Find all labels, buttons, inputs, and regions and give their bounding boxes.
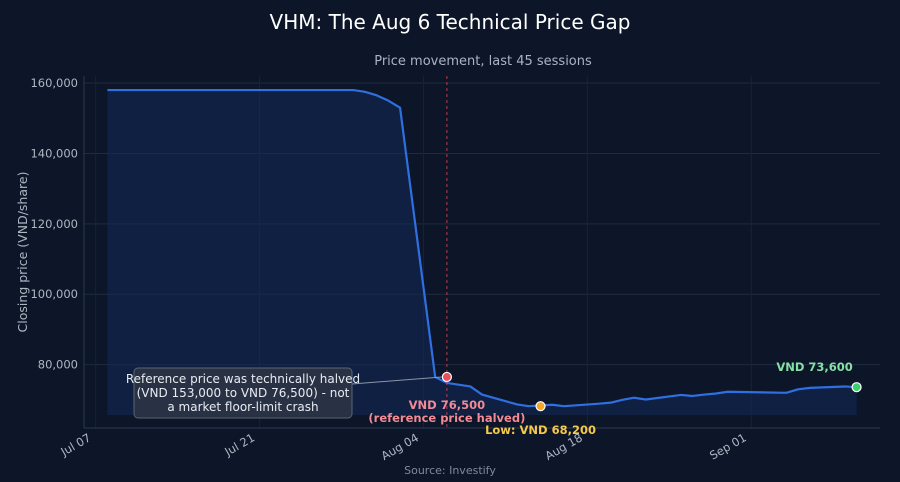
y-tick-label: 140,000 [30, 146, 78, 160]
last-point [851, 382, 862, 393]
y-tick-label: 160,000 [30, 76, 78, 90]
low-annotation: Low: VND 68,200 [485, 423, 596, 437]
low-point [535, 401, 546, 412]
x-tick-label: Jul 07 [57, 430, 93, 459]
x-tick-label: Jul 21 [221, 430, 257, 459]
note-line: a market floor-limit crash [167, 400, 318, 414]
area-fill [107, 90, 857, 415]
chart-subtitle: Price movement, last 45 sessions [374, 54, 592, 69]
area-fill-layer [107, 90, 857, 415]
last-price-annotation: VND 73,600 [776, 360, 852, 374]
note-arrow [351, 376, 442, 385]
gap-annotation-value: VND 76,500 [409, 398, 485, 412]
note-box [133, 367, 353, 419]
note-line: Reference price was technically halved [126, 372, 360, 386]
series-line-layer [107, 88, 857, 408]
y-axis-label: Closing price (VND/share) [15, 172, 30, 333]
x-tick-label: Aug 04 [379, 430, 421, 462]
note-line: (VND 153,000 to VND 76,500) - not [137, 386, 350, 400]
price-line [107, 88, 857, 408]
y-tick-label: 100,000 [30, 287, 78, 301]
source-note: Source: Investify [404, 464, 496, 477]
chart-title: VHM: The Aug 6 Technical Price Gap [270, 10, 631, 34]
y-tick-label: 80,000 [38, 358, 78, 372]
y-tick-label: 120,000 [30, 217, 78, 231]
annotations: VND 76,500 (reference price halved) Low:… [126, 360, 853, 437]
x-tick-label: Sep 01 [707, 430, 749, 462]
highlight-points [441, 371, 862, 412]
gap-annotation-note: (reference price halved) [368, 411, 525, 425]
gap-point [441, 371, 452, 383]
